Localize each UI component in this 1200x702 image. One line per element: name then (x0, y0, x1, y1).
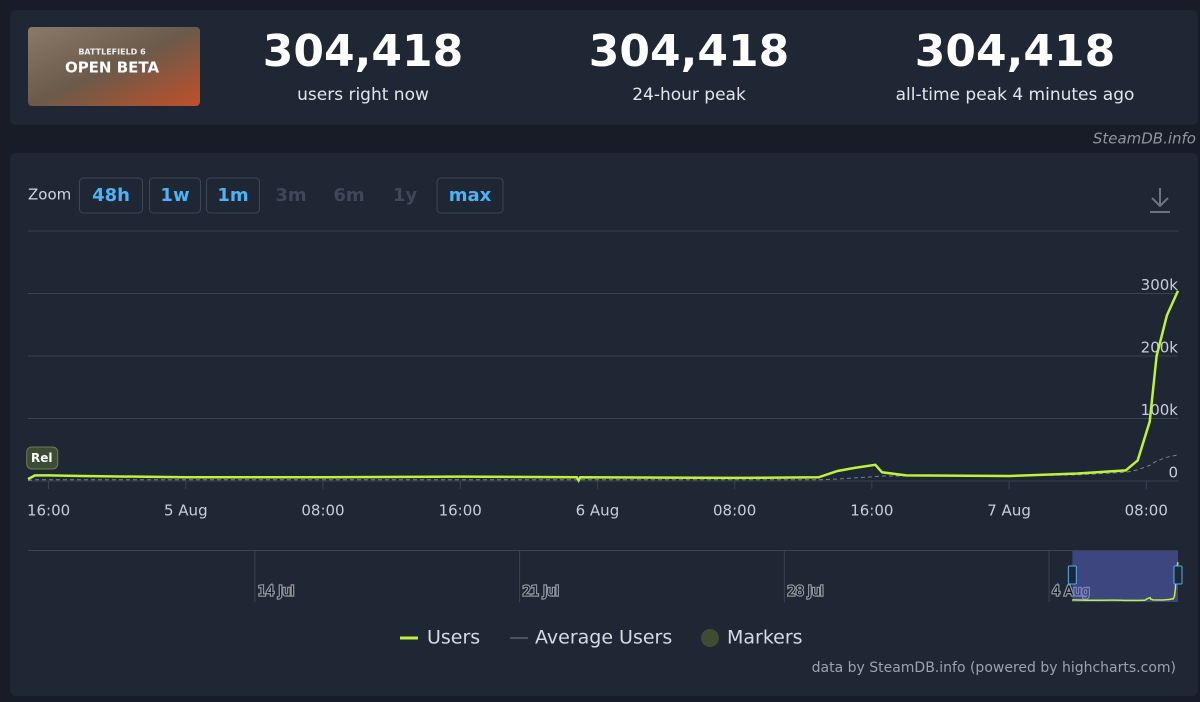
x-tick-label: 6 Aug (576, 502, 620, 520)
zoom-label: Zoom (28, 186, 71, 204)
stat-label: all-time peak 4 minutes ago (896, 85, 1135, 105)
navigator-line (1071, 562, 1179, 602)
game-image (28, 27, 200, 106)
navigator-tick-label: 28 Jul (787, 585, 823, 600)
download-icon[interactable] (1150, 188, 1170, 213)
x-tick-label: 7 Aug (987, 502, 1031, 520)
navigator: 14 Jul 21 Jul 28 Jul 4 Aug (254, 551, 1183, 602)
chart-panel (10, 153, 1198, 696)
series-line (27, 454, 1179, 481)
zoom-button[interactable] (436, 177, 504, 214)
legend-label[interactable]: Markers (727, 627, 803, 649)
stat-value: 304,418 (915, 26, 1115, 77)
x-tick-label: 08:00 (1125, 502, 1168, 520)
image-caption: BATTLEFIELD 6 (78, 48, 146, 57)
zoom-button-label[interactable]: 48h (92, 185, 130, 206)
credit: data by SteamDB.info (powered by highcha… (812, 660, 1176, 676)
y-tick-label: 300k (1141, 276, 1179, 294)
navigator-handle[interactable] (1067, 565, 1077, 585)
zoom-button-label: 3m (275, 185, 306, 206)
y-tick-label: 0 (1168, 464, 1178, 482)
stat-value: 304,418 (263, 26, 463, 77)
legend-label[interactable]: Average Users (535, 627, 672, 649)
x-tick-label: 16:00 (850, 502, 893, 520)
zoom-button-label: 1y (393, 185, 418, 206)
zoom-button[interactable] (79, 177, 143, 214)
legend: Users Average Users Markers (400, 627, 803, 649)
navigator-tick-label: 21 Jul (523, 585, 559, 600)
x-tick-label: 5 Aug (164, 502, 208, 520)
x-tick-label: 08:00 (713, 502, 756, 520)
x-tick-label: 08:00 (301, 502, 344, 520)
stat-label: 24-hour peak (632, 85, 746, 105)
series-line (27, 290, 1180, 483)
navigator-tick-label: 4 Aug (1052, 585, 1090, 600)
image-title: OPEN BETA (65, 59, 160, 77)
stat-value: 304,418 (589, 26, 789, 77)
navigator-handle[interactable] (1173, 565, 1183, 585)
zoom-button-label[interactable]: 1m (217, 185, 248, 206)
navigator-selection (1072, 551, 1178, 602)
legend-label[interactable]: Users (427, 627, 480, 649)
marker-label: Rel (31, 451, 53, 465)
zoom-button[interactable] (149, 177, 201, 214)
y-tick-label: 100k (1141, 401, 1179, 419)
zoom-button-label[interactable]: max (449, 185, 492, 206)
stat-label: users right now (297, 85, 429, 105)
marker-flag (26, 446, 59, 470)
stats-panel (10, 10, 1198, 125)
zoom-button-label[interactable]: 1w (160, 185, 189, 206)
site-name: SteamDB.info (1093, 130, 1196, 148)
zoom-button[interactable] (206, 177, 260, 214)
x-tick-label: 16:00 (439, 502, 482, 520)
stats: 304,418 users right now 304,418 24-hour pea… (263, 26, 1135, 105)
navigator-tick-label: 14 Jul (258, 585, 294, 600)
legend-symbol (701, 629, 719, 647)
zoom-buttons: 48h 1w 1m 3m 6m 1y max (79, 177, 504, 214)
zoom-button-label: 6m (333, 185, 364, 206)
x-tick-label: 16:00 (27, 502, 70, 520)
